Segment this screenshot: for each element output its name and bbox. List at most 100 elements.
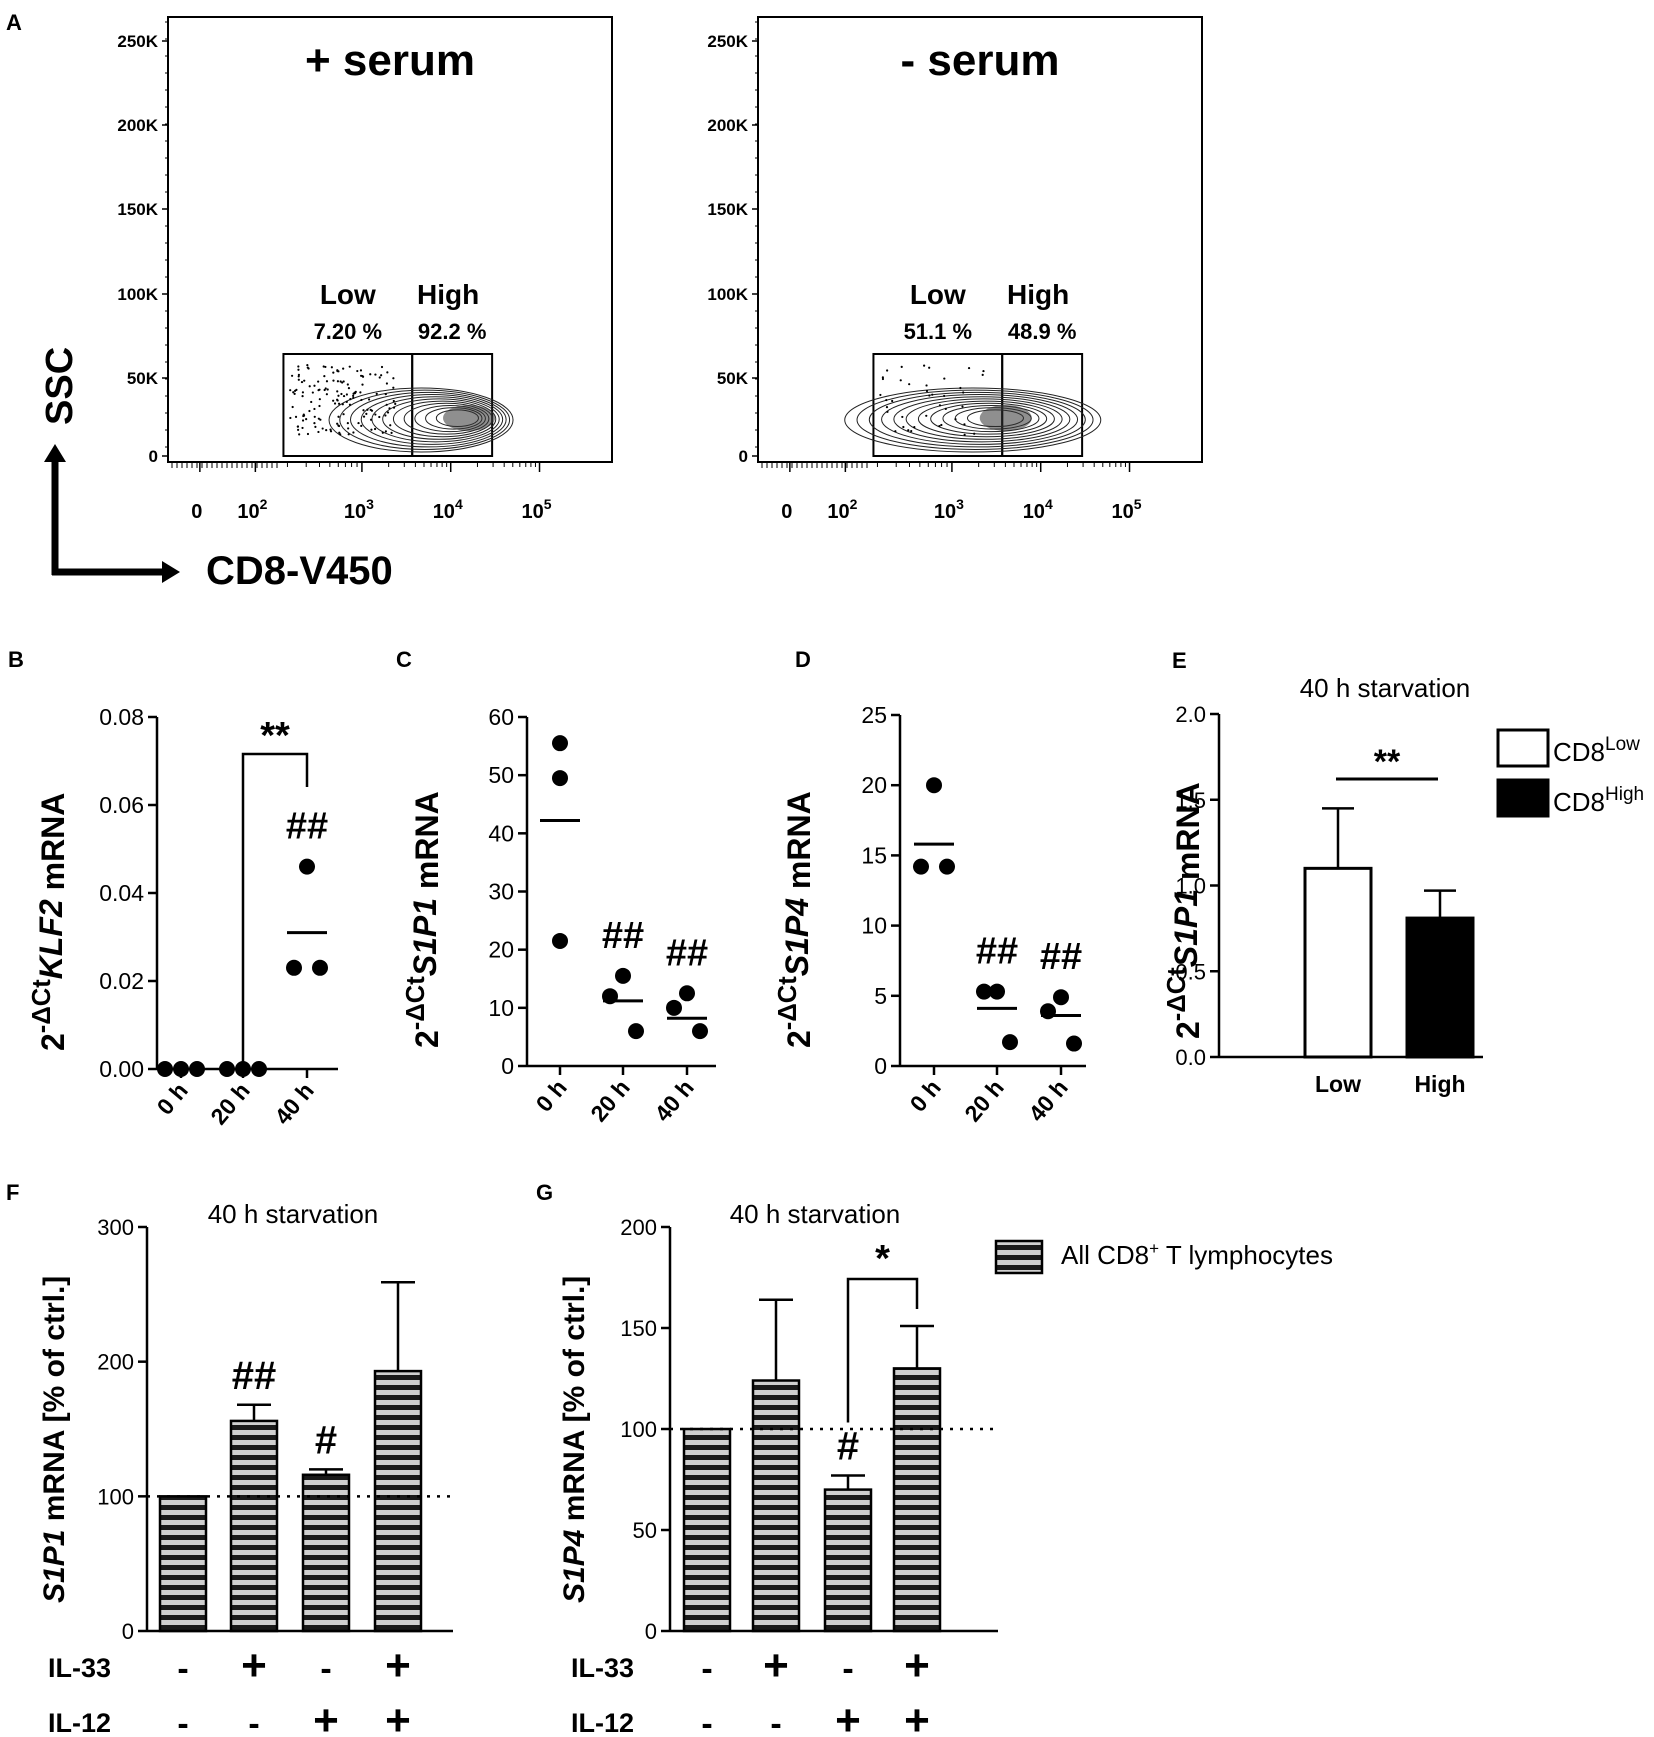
event-dot <box>901 415 904 419</box>
event-dot <box>381 431 384 434</box>
bar <box>229 1419 279 1633</box>
event-dot <box>337 415 340 418</box>
event-dot <box>297 368 300 371</box>
y-label-gene: KLF2 <box>33 899 69 979</box>
event-dot <box>389 424 392 427</box>
event-dot <box>317 417 320 420</box>
x-tick-exponent: 2 <box>850 496 858 512</box>
event-dot <box>306 432 310 436</box>
y-tick-label: 1.0 <box>1175 874 1206 899</box>
event-dot <box>342 413 345 416</box>
bar <box>823 1488 873 1633</box>
event-dot <box>943 377 946 380</box>
y-label-exponent: -ΔCt <box>1163 967 1191 1021</box>
y-tick-label: 0.5 <box>1175 959 1206 984</box>
event-dot <box>306 363 309 367</box>
density-contour <box>339 389 511 450</box>
event-dot <box>361 375 365 378</box>
y-tick-label: 40 <box>488 820 514 846</box>
data-point <box>189 1061 205 1077</box>
event-dot <box>347 433 350 436</box>
y-label-exponent: -ΔCt <box>402 976 430 1030</box>
event-dot <box>336 369 339 373</box>
event-dot <box>900 365 903 368</box>
event-dot <box>366 408 369 411</box>
y-tick-label: 100 <box>97 1484 134 1509</box>
event-dot <box>321 427 324 430</box>
gate-label-low: Low <box>910 279 966 310</box>
event-dot <box>348 403 352 406</box>
y-tick-label: 30 <box>488 879 514 905</box>
event-dot <box>325 429 328 432</box>
event-dot <box>298 433 301 436</box>
y-tick-label: 300 <box>97 1215 134 1240</box>
y-label-gene: S1P1 <box>1168 889 1204 967</box>
condition-symbol: - <box>248 1705 259 1737</box>
bar <box>1405 916 1475 1059</box>
event-dot <box>326 388 329 391</box>
event-dot <box>352 394 355 397</box>
y-tick-label: 50K <box>127 369 159 388</box>
event-dot <box>386 371 389 374</box>
event-dot <box>881 377 885 381</box>
event-dot <box>352 396 355 399</box>
event-dot <box>323 388 326 392</box>
x-tick-exponent: 5 <box>544 496 552 512</box>
legend-label: CD8High <box>1553 784 1644 817</box>
event-dot <box>294 415 298 419</box>
event-dot <box>303 379 306 382</box>
gate-percent-low: 51.1 % <box>904 319 973 344</box>
legend-label: CD8Low <box>1553 734 1640 767</box>
event-dot <box>925 414 928 417</box>
event-dot <box>886 369 889 372</box>
x-tick-label: 103 <box>934 496 964 523</box>
y-tick-label: 0.08 <box>99 704 144 730</box>
x-tick-exponent: 3 <box>366 496 374 512</box>
x-tick-exponent: 2 <box>260 496 268 512</box>
event-dot <box>392 406 396 409</box>
event-dot <box>336 390 339 393</box>
event-dot <box>293 392 296 395</box>
event-dot <box>967 366 971 370</box>
event-dot <box>301 419 305 422</box>
y-tick-label: 250K <box>117 32 158 51</box>
y-label-base: 2 <box>409 1030 445 1048</box>
event-dot <box>928 394 931 397</box>
gate-percent-high: 92.2 % <box>418 319 487 344</box>
panel-letter: E <box>1172 648 1187 673</box>
x-tick-label: 0 h <box>531 1075 572 1117</box>
event-dot <box>902 425 905 429</box>
condition-symbol: + <box>904 1641 930 1690</box>
bar <box>301 1473 351 1633</box>
event-dot <box>394 402 397 405</box>
event-dot <box>293 389 297 392</box>
condition-symbol: + <box>241 1641 267 1690</box>
gate-label-low: Low <box>320 279 376 310</box>
density-contour <box>360 394 504 445</box>
data-point <box>552 770 568 787</box>
data-point <box>251 1061 267 1077</box>
event-dot <box>944 407 947 410</box>
condition-symbol: + <box>385 1641 411 1690</box>
density-contour <box>930 402 1048 435</box>
y-tick-label: 0 <box>874 1053 887 1079</box>
event-dot <box>359 391 362 394</box>
event-dot <box>297 373 301 377</box>
data-point <box>976 983 992 1000</box>
event-dot <box>342 367 345 370</box>
data-point <box>615 967 631 984</box>
density-contour <box>328 387 514 453</box>
condition-symbol: - <box>842 1650 853 1688</box>
event-dot <box>963 433 966 436</box>
gate-high <box>1001 353 1084 457</box>
event-dot <box>362 415 366 418</box>
y-tick-label: 20 <box>488 937 514 963</box>
event-dot <box>306 366 309 369</box>
event-dot <box>323 375 326 378</box>
event-dot <box>311 391 314 394</box>
x-tick-label: 20 h <box>205 1078 255 1130</box>
data-point <box>679 985 695 1002</box>
event-dot <box>913 425 916 429</box>
event-dot <box>308 409 311 413</box>
y-label-gene: S1P1 <box>38 1530 71 1603</box>
